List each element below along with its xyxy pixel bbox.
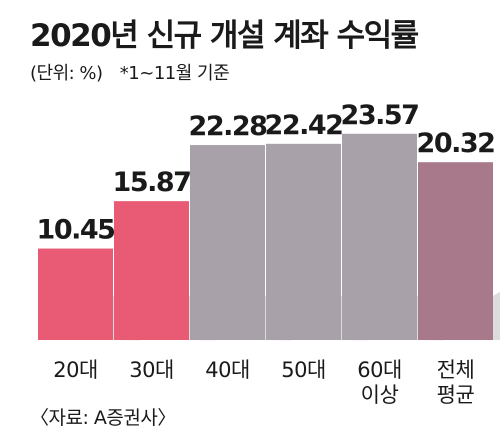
category-label: 40대	[205, 358, 250, 382]
bar	[38, 248, 113, 340]
unit-label: (단위: %)	[30, 63, 103, 84]
bar	[114, 201, 189, 340]
period-note: *1~11월 기준	[119, 63, 230, 84]
category-label: 50대	[281, 358, 326, 382]
bar-value-label: 22.28	[189, 111, 268, 142]
bar-value-label: 15.87	[113, 167, 191, 198]
bar-value-label: 10.45	[37, 215, 115, 246]
bar	[342, 133, 417, 340]
category-label: 전체	[437, 358, 475, 382]
bar-shadow	[493, 291, 500, 341]
bar-value-label: 23.57	[341, 100, 419, 131]
category-label: 20대	[53, 358, 98, 382]
bar	[418, 162, 493, 340]
category-label: 이상	[361, 383, 399, 407]
category-label: 60대	[357, 358, 402, 382]
bar	[190, 145, 265, 340]
bar	[266, 143, 341, 340]
source-note: 〈자료: A증권사〉	[30, 407, 176, 429]
category-label: 30대	[129, 358, 174, 382]
bar-value-label: 22.42	[265, 110, 343, 141]
category-label: 평균	[437, 383, 475, 407]
unit-note-row: (단위: %) *1~11월 기준	[30, 59, 230, 85]
chart-title: 2020년 신규 개설 계좌 수익률	[30, 18, 419, 54]
bar-value-label: 20.32	[417, 128, 495, 159]
